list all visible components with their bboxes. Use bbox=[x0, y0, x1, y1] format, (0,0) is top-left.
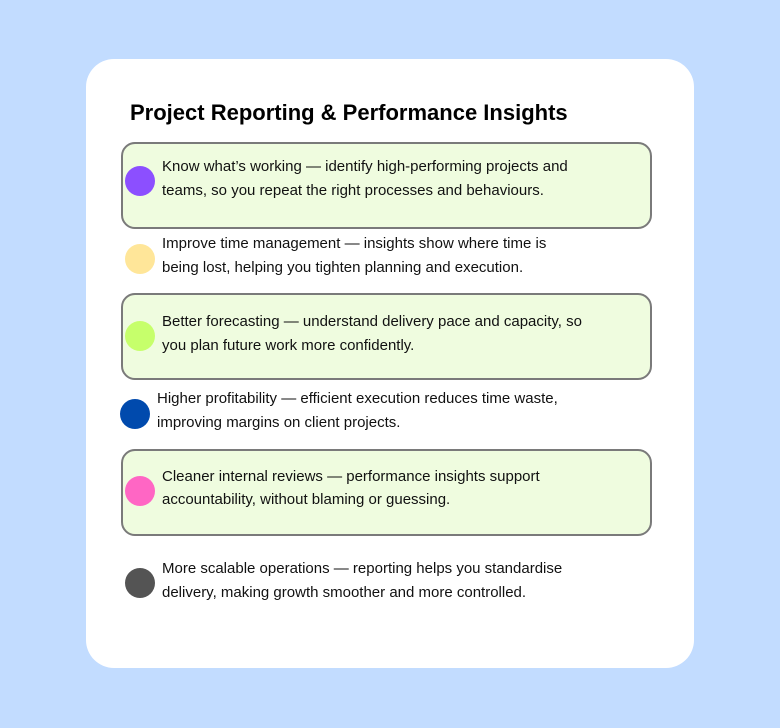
item-text-line: Higher profitability — efficient executi… bbox=[157, 390, 558, 407]
item-text-line: Better forecasting — understand delivery… bbox=[162, 313, 582, 330]
item-text-line: accountability, without blaming or guess… bbox=[162, 491, 451, 508]
item-text-line: teams, so you repeat the right processes… bbox=[162, 182, 544, 199]
bullet-dot-icon bbox=[125, 476, 155, 506]
item-text-line: More scalable operations — reporting hel… bbox=[162, 560, 563, 577]
item-text-line: you plan future work more confidently. bbox=[162, 337, 415, 354]
item-text-line: Know what’s working — identify high-perf… bbox=[162, 158, 568, 175]
highlight-box-5 bbox=[121, 449, 652, 536]
item-text-line: Cleaner internal reviews — performance i… bbox=[162, 468, 540, 485]
item-text-line: being lost, helping you tighten planning… bbox=[162, 259, 524, 276]
bullet-dot-icon bbox=[125, 568, 155, 598]
highlight-box-1 bbox=[121, 142, 652, 229]
bullet-dot-icon bbox=[125, 166, 155, 196]
bullet-dot-icon bbox=[125, 321, 155, 351]
bullet-dot-icon bbox=[125, 244, 155, 274]
item-text-line: delivery, making growth smoother and mor… bbox=[162, 584, 527, 601]
bullet-dot-icon bbox=[120, 399, 150, 429]
highlight-box-3 bbox=[121, 293, 652, 380]
item-text-line: improving margins on client projects. bbox=[157, 414, 401, 431]
page-title: Project Reporting & Performance Insights bbox=[130, 100, 568, 125]
item-text-line: Improve time management — insights show … bbox=[162, 235, 547, 252]
